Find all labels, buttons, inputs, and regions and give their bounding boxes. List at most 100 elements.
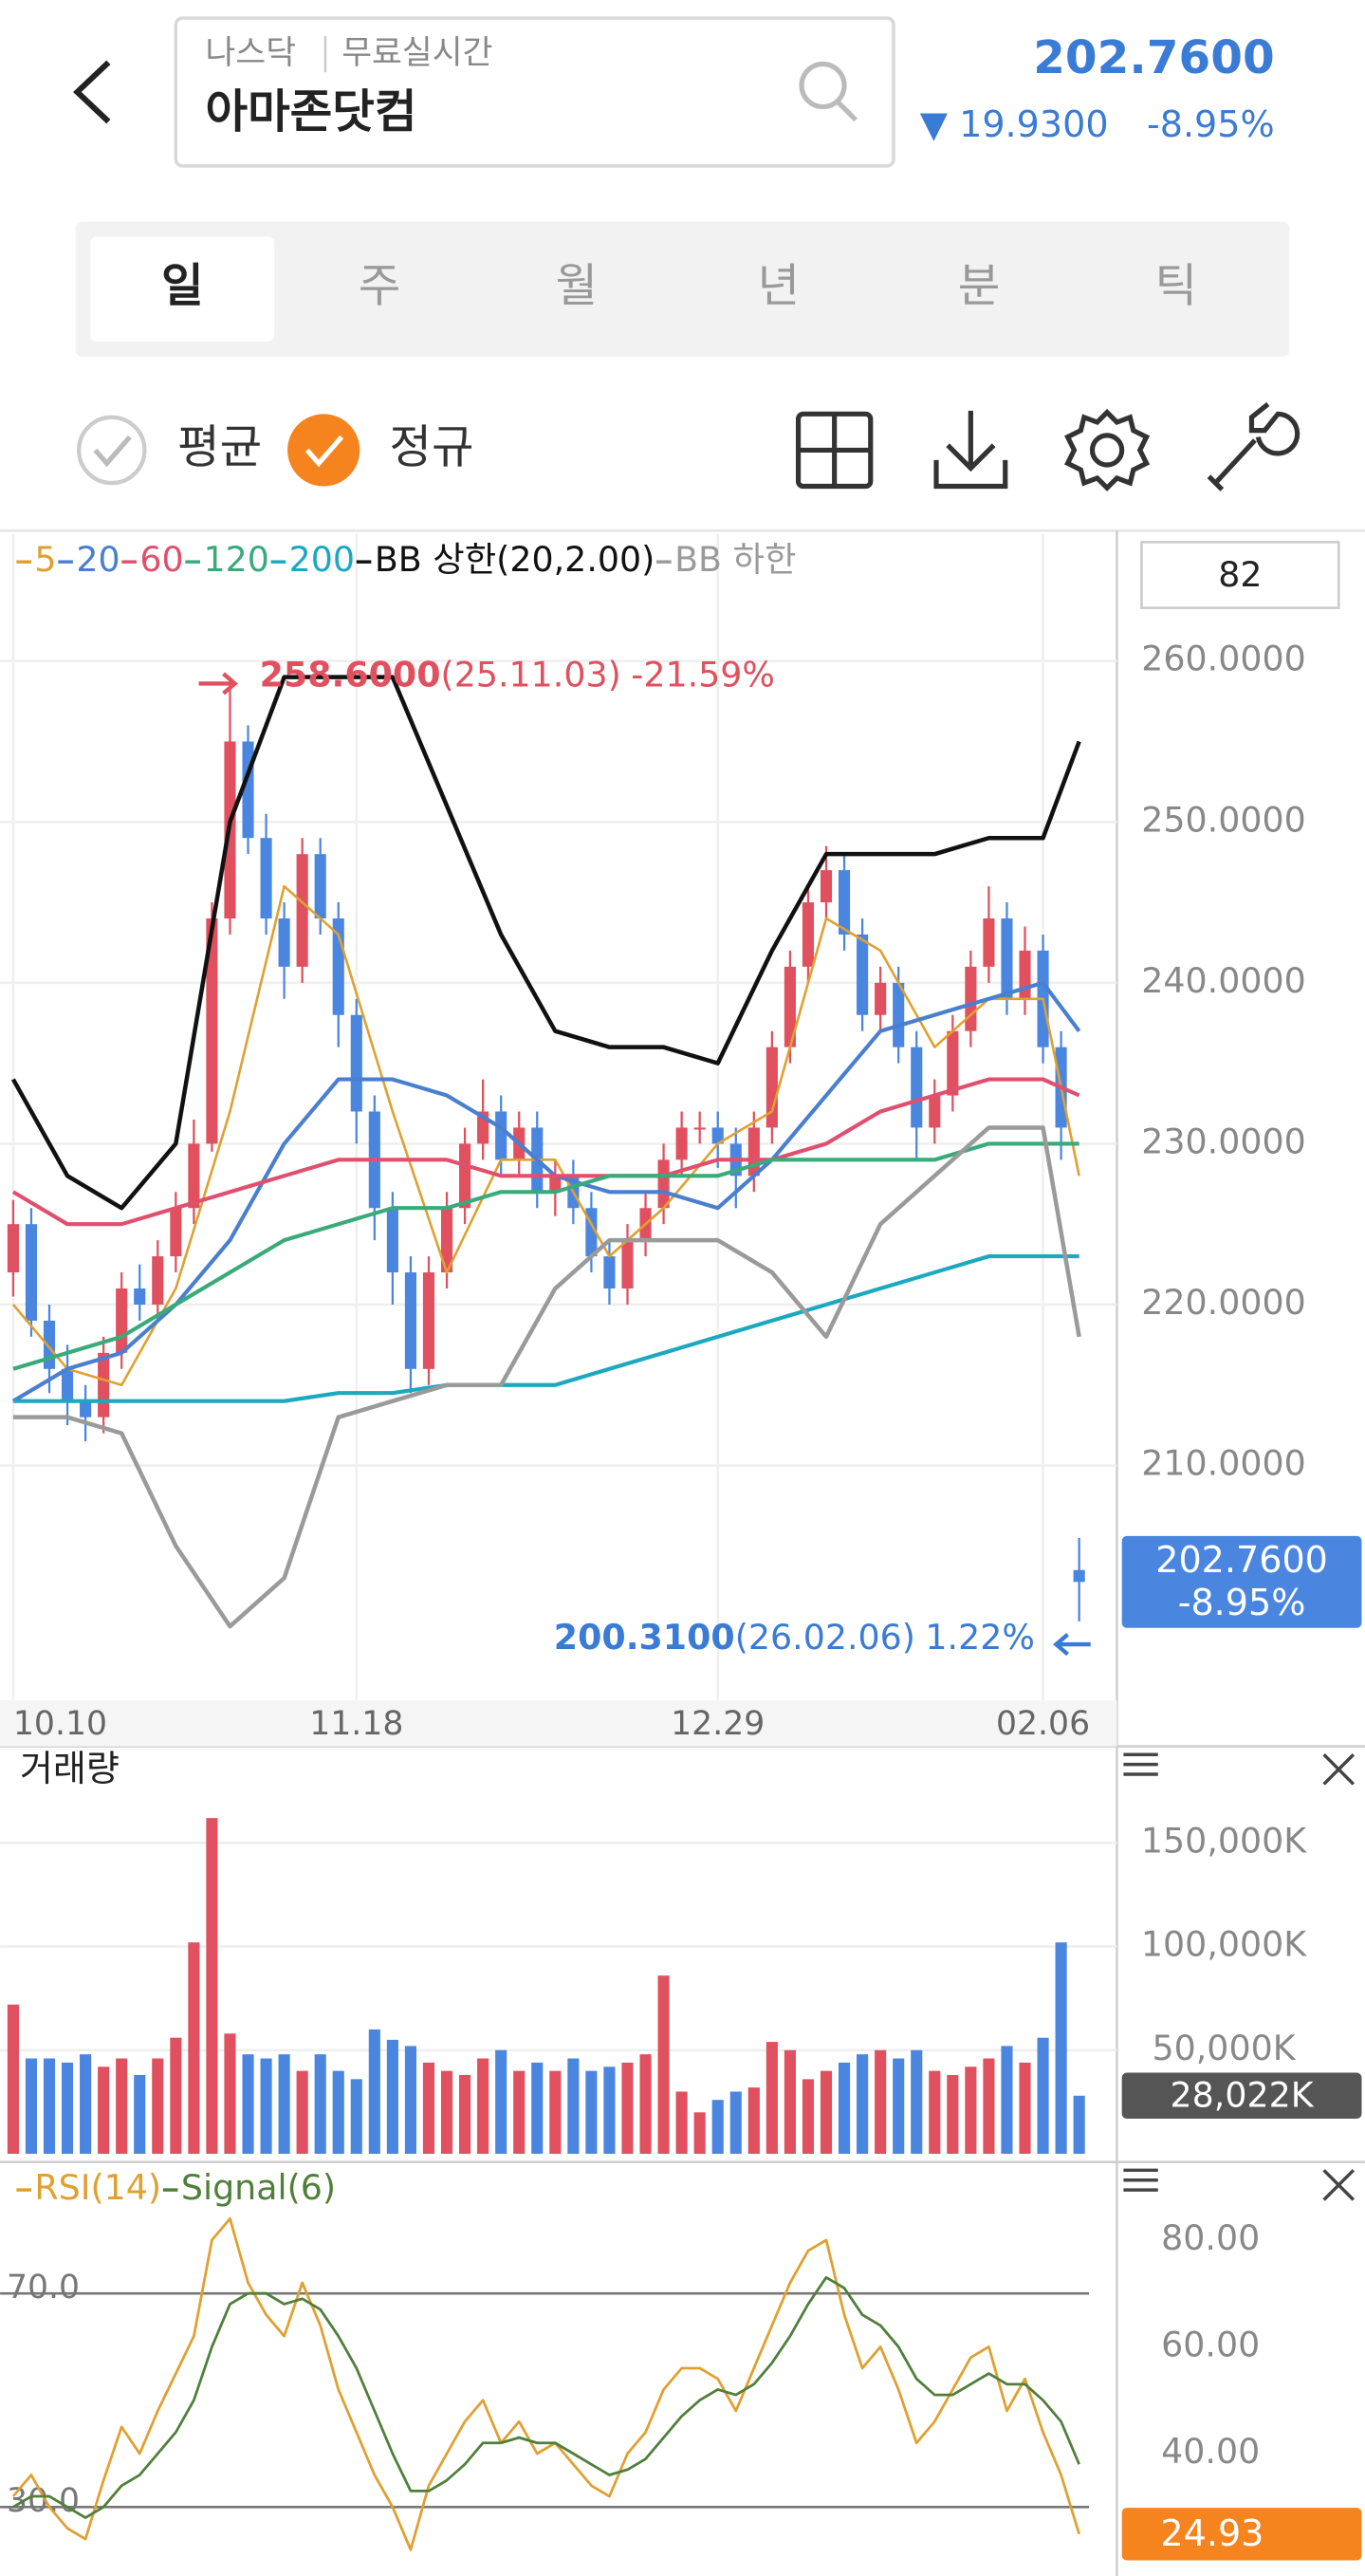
search-icon[interactable]: [799, 61, 858, 122]
menu-icon[interactable]: [1123, 2168, 1158, 2192]
volume-bar: [965, 2066, 977, 2155]
volume-bar: [1001, 2046, 1013, 2155]
min-date: (26.02.06): [735, 1617, 915, 1658]
legend-label: 200: [289, 539, 355, 580]
download-icon[interactable]: [933, 410, 1008, 490]
volume-bar: [549, 2070, 562, 2155]
volume-bar: [459, 2074, 471, 2155]
volume-bar: [404, 2046, 416, 2155]
volume-bar: [188, 1942, 200, 2155]
volume-bar: [1055, 1942, 1067, 2155]
max-value: 258.6000: [260, 655, 441, 695]
volume-bar: [422, 2062, 435, 2155]
candle-body: [784, 966, 796, 1047]
candle-body: [875, 982, 887, 1015]
candle-body: [911, 1047, 923, 1128]
x-axis-band: [0, 1700, 1117, 1747]
volume-bar: [1073, 2095, 1085, 2155]
toggle-unchecked[interactable]: [77, 415, 147, 486]
tab[interactable]: 분: [958, 260, 1001, 313]
last-price: 202.7600: [1155, 1539, 1328, 1581]
search-box[interactable]: [174, 16, 895, 168]
bar-count: 82: [1218, 554, 1262, 595]
tab[interactable]: 년: [757, 260, 800, 313]
tab[interactable]: 주: [359, 260, 401, 313]
tab[interactable]: 틱: [1155, 260, 1198, 313]
candle-body: [675, 1127, 688, 1160]
volume-bar: [531, 2062, 544, 2155]
legend-label: 120: [203, 539, 268, 580]
candle-body: [80, 1400, 92, 1418]
y-tick-label: 210.0000: [1141, 1443, 1306, 1484]
min-annotation: 200.3100(26.02.06) 1.22%: [554, 1617, 1035, 1658]
tool-icon[interactable]: [1207, 401, 1300, 491]
volume-bar: [875, 2049, 887, 2155]
toggle-checked[interactable]: [287, 414, 360, 487]
settings-icon[interactable]: [1064, 408, 1151, 491]
volume-bar: [224, 2033, 236, 2155]
volume-bar: [911, 2049, 923, 2155]
volume-bar: [25, 2058, 38, 2155]
candle-body: [43, 1320, 56, 1369]
candle-body: [314, 854, 326, 919]
last-rsi: 24.93: [1160, 2512, 1264, 2554]
volume-bar: [567, 2058, 580, 2155]
candle-body: [25, 1224, 38, 1321]
last-change: -8.95%: [1178, 1582, 1306, 1623]
candle-body: [929, 1095, 941, 1128]
candle-body: [116, 1288, 128, 1353]
candle-body: [404, 1272, 416, 1369]
candle-body: [61, 1368, 74, 1401]
indicator-line: [10, 675, 1081, 1211]
candle-body: [603, 1256, 616, 1289]
toggle-label: 평균: [177, 420, 262, 473]
candle-body: [802, 902, 815, 967]
volume-bar: [838, 2062, 851, 2155]
volume-bar: [368, 2029, 380, 2155]
x-tick-label: 02.06: [996, 1705, 1090, 1743]
y-tick-label: 260.0000: [1141, 639, 1306, 679]
max-annotation: 258.6000(25.11.03) -21.59%: [260, 655, 775, 695]
legend-label: BB 하한: [674, 539, 796, 580]
volume-bar: [983, 2058, 995, 2155]
price-change: ▼ 19.9300: [920, 103, 1109, 145]
volume-bar: [603, 2066, 616, 2155]
panel-controls: [1123, 1752, 1356, 2201]
close-icon[interactable]: [1322, 2169, 1356, 2201]
candle-body: [386, 1208, 398, 1273]
x-tick-label: 10.10: [13, 1705, 107, 1743]
candle-body: [260, 838, 272, 919]
y-tick-label: 60.00: [1161, 2324, 1260, 2364]
volume-bar: [7, 2004, 19, 2155]
candle-body: [693, 1127, 706, 1130]
tab-bar: [75, 221, 1290, 357]
tab[interactable]: 월: [556, 260, 599, 313]
volume-bar: [729, 2091, 742, 2155]
layout-icon[interactable]: [795, 411, 874, 490]
back-button[interactable]: [73, 60, 111, 124]
tab[interactable]: 일: [161, 260, 204, 313]
volume-bar: [693, 2112, 706, 2155]
volume-bar: [332, 2070, 344, 2155]
y-tick-label: 220.0000: [1141, 1282, 1306, 1323]
candle-body: [188, 1143, 200, 1209]
candle-body: [621, 1240, 634, 1289]
volume-bar: [440, 2070, 453, 2155]
legend-label: BB 상한(20,2.00): [375, 539, 655, 580]
y-tick-label: 240.0000: [1141, 960, 1306, 1001]
indicator-line: [12, 2275, 1080, 2519]
volume-bar: [61, 2062, 74, 2155]
menu-icon[interactable]: [1123, 1752, 1158, 1776]
value-badge: [1121, 2508, 1362, 2561]
candle-body: [857, 934, 869, 1015]
volume-bar: [893, 2058, 905, 2155]
bar-count-box[interactable]: [1140, 541, 1340, 609]
volume-bar: [947, 2074, 959, 2155]
candle-body: [7, 1224, 19, 1273]
candle-body: [747, 1127, 760, 1177]
volume-bar: [802, 2079, 815, 2155]
candle-body: [134, 1288, 146, 1305]
close-icon[interactable]: [1322, 1753, 1356, 1786]
volume-bar: [43, 2058, 56, 2155]
